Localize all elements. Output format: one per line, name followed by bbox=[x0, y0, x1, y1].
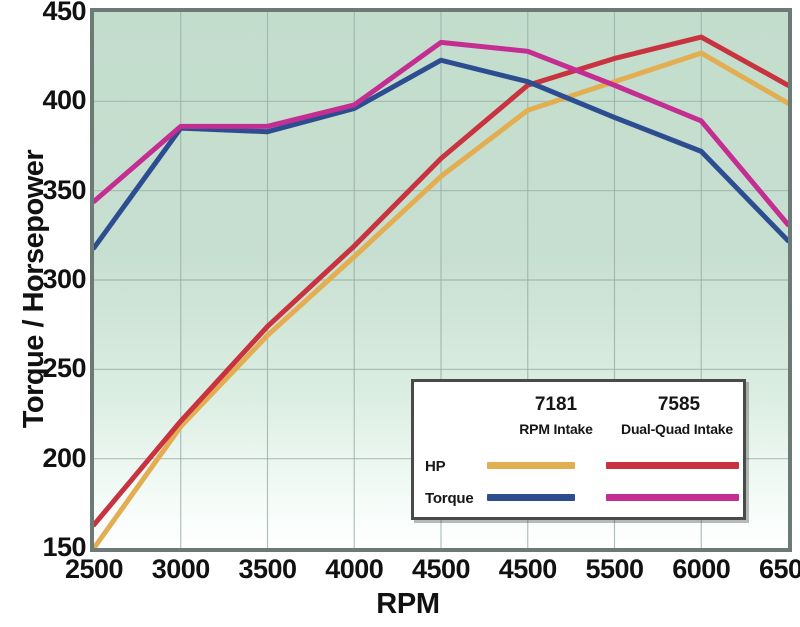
legend-swatch-hp-7181 bbox=[487, 462, 575, 469]
y-tick-label: 350 bbox=[42, 174, 86, 205]
x-tick-label: 6500 bbox=[758, 554, 800, 584]
series-line bbox=[94, 60, 788, 248]
series-line bbox=[94, 37, 788, 525]
x-axis-title-text: RPM bbox=[376, 588, 440, 620]
x-tick-label: 4500 bbox=[498, 554, 558, 584]
y-tick-label: 150 bbox=[42, 532, 86, 562]
y-tick-label: 300 bbox=[42, 264, 86, 294]
legend-col2-number: 7585 bbox=[657, 394, 701, 415]
y-tick-label: 200 bbox=[42, 442, 86, 473]
series-line bbox=[94, 42, 788, 224]
series-line bbox=[94, 53, 788, 548]
legend-swatch-torque-7585 bbox=[606, 494, 739, 501]
x-axis-title: RPM bbox=[0, 588, 800, 621]
legend-swatch-hp-7585 bbox=[606, 462, 739, 469]
legend-swatch-torque-7181 bbox=[487, 494, 575, 501]
y-tick-label: 400 bbox=[42, 85, 86, 116]
legend-row-torque-label: Torque bbox=[425, 490, 474, 507]
x-tick-label: 3500 bbox=[238, 554, 297, 584]
x-tick-label: 5500 bbox=[585, 554, 644, 584]
legend-col1-subtitle: RPM Intake bbox=[519, 421, 593, 437]
chart-legend: 7181 RPM Intake 7585 Dual-Quad Intake HP… bbox=[411, 379, 746, 520]
y-tick-label: 250 bbox=[42, 353, 86, 384]
legend-row-hp-label: HP bbox=[425, 458, 446, 475]
x-axis-tick-labels: 2500 3000 3500 4000 4500 4500 5500 6000 6500 bbox=[0, 556, 800, 590]
x-tick-label: 3000 bbox=[151, 554, 211, 584]
x-tick-label: 6000 bbox=[672, 554, 731, 584]
y-axis-tick-labels: 450 400 350 300 250 200 150 bbox=[24, 0, 86, 562]
x-tick-label: 4000 bbox=[325, 554, 384, 584]
y-tick-label: 450 bbox=[42, 0, 86, 26]
x-tick-label: 2500 bbox=[64, 554, 124, 584]
legend-col2-subtitle: Dual-Quad Intake bbox=[621, 421, 733, 437]
x-tick-label: 4500 bbox=[411, 554, 471, 584]
legend-col1-number: 7181 bbox=[534, 394, 578, 415]
